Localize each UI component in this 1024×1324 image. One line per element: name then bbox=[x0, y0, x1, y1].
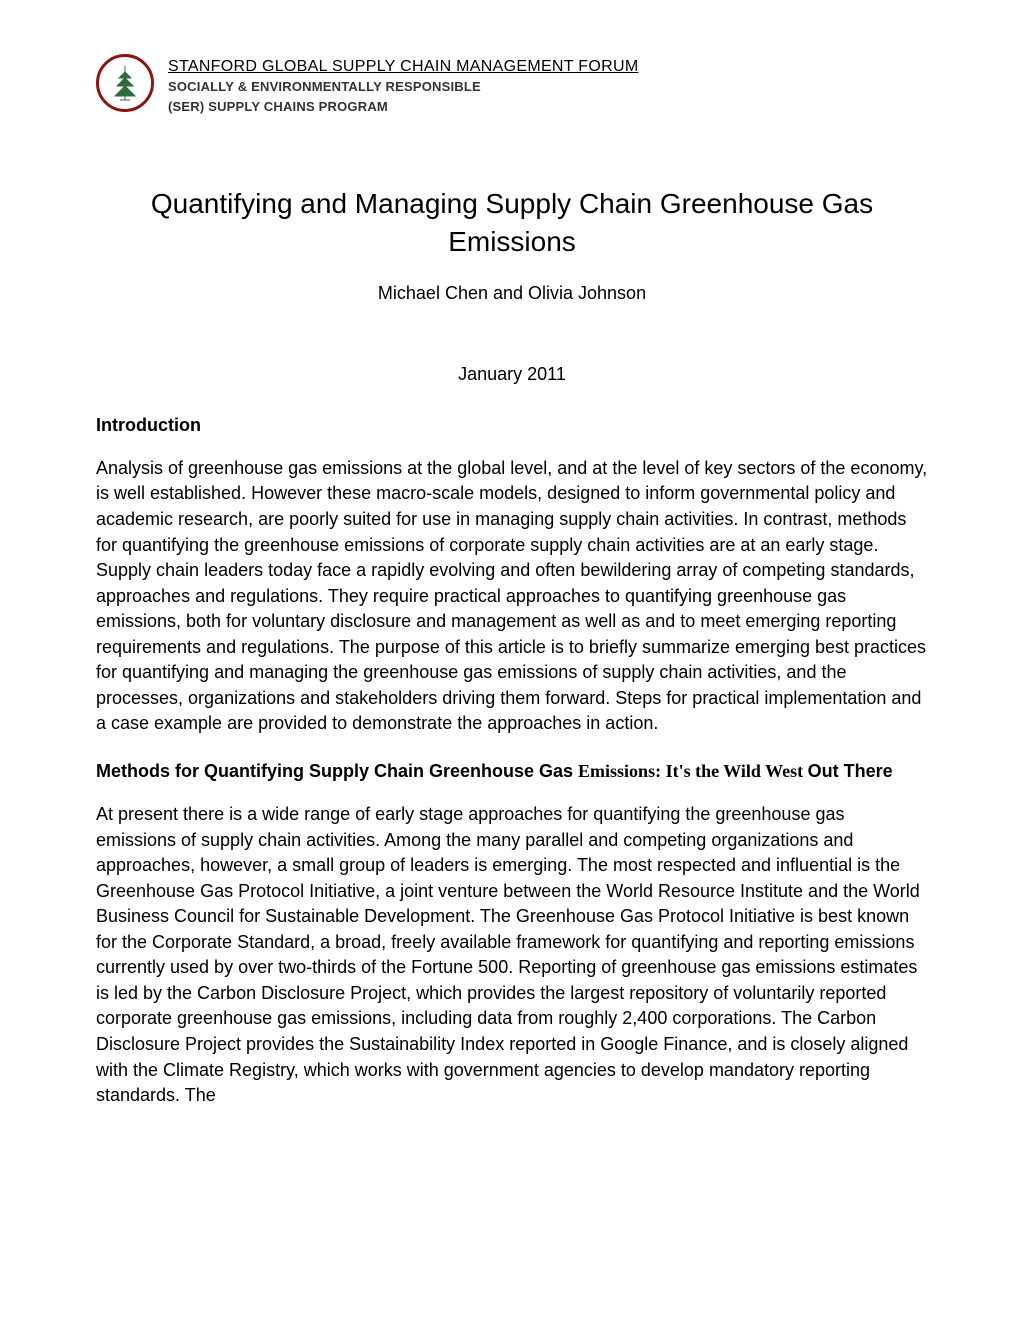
document-title: Quantifying and Managing Supply Chain Gr… bbox=[96, 185, 928, 261]
authors: Michael Chen and Olivia Johnson bbox=[96, 283, 928, 304]
publication-date: January 2011 bbox=[96, 364, 928, 385]
intro-heading: Introduction bbox=[96, 413, 928, 438]
methods-heading-part2: Out There bbox=[808, 761, 893, 781]
header-text-block: STANFORD GLOBAL SUPPLY CHAIN MANAGEMENT … bbox=[168, 54, 638, 115]
methods-heading: Methods for Quantifying Supply Chain Gre… bbox=[96, 759, 928, 784]
stanford-logo-icon bbox=[96, 54, 154, 112]
intro-paragraph: Analysis of greenhouse gas emissions at … bbox=[96, 456, 928, 737]
subtitle-line-1: SOCIALLY & ENVIRONMENTALLY RESPONSIBLE bbox=[168, 78, 638, 96]
methods-heading-part1: Methods for Quantifying Supply Chain Gre… bbox=[96, 761, 578, 781]
subtitle-line-2: (SER) SUPPLY CHAINS PROGRAM bbox=[168, 98, 638, 116]
document-header: STANFORD GLOBAL SUPPLY CHAIN MANAGEMENT … bbox=[96, 54, 928, 115]
methods-heading-serif: Emissions: It's the Wild West bbox=[578, 761, 808, 781]
forum-title: STANFORD GLOBAL SUPPLY CHAIN MANAGEMENT … bbox=[168, 58, 638, 76]
methods-paragraph: At present there is a wide range of earl… bbox=[96, 802, 928, 1109]
